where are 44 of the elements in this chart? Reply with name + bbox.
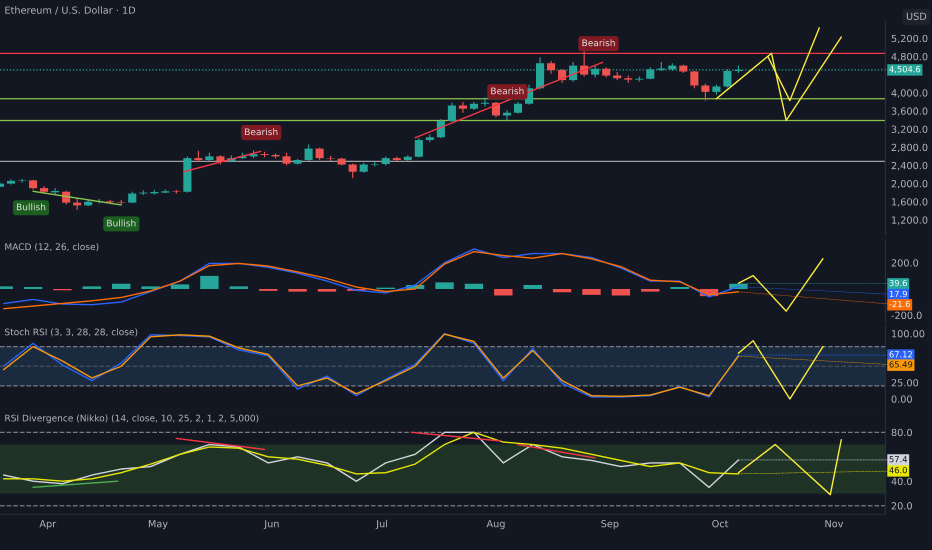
annotation: 17.9 bbox=[890, 290, 907, 298]
ref-line-label: 4,504.6 bbox=[889, 66, 920, 74]
y-tick-label: 0.00 bbox=[892, 395, 912, 403]
annotation: Bullish bbox=[16, 203, 46, 210]
annotation: -21.6 bbox=[889, 300, 910, 308]
x-tick-label: Apr bbox=[39, 520, 56, 530]
y-tick-label: 5,200.0 bbox=[892, 34, 928, 44]
y-tick-label: 20.0 bbox=[892, 502, 912, 510]
annotation: Bearish bbox=[491, 87, 524, 94]
x-tick-label: Nov bbox=[825, 520, 844, 528]
annotation: 65.49 bbox=[890, 361, 912, 368]
y-tick-label: 200.0 bbox=[892, 259, 918, 267]
x-tick-label: Jun bbox=[264, 520, 279, 530]
y-tick-label: 4,800.0 bbox=[891, 52, 928, 62]
x-tick-label: May bbox=[148, 520, 168, 530]
annotation: 67.12 bbox=[890, 351, 912, 358]
chart-title: MACD (12, 26, close) bbox=[5, 243, 98, 252]
y-tick-label: 3,600.0 bbox=[892, 107, 928, 116]
y-tick-label: 2,800.0 bbox=[892, 144, 928, 152]
y-tick-label: 1,600.0 bbox=[892, 198, 928, 207]
y-tick-label: 100.00 bbox=[892, 330, 924, 338]
x-tick-label: Aug bbox=[486, 520, 505, 530]
annotation: Bullish bbox=[107, 220, 136, 227]
chart-title: Stoch RSI (3, 3, 28, 28, close) bbox=[5, 328, 138, 336]
y-tick-label: 80.0 bbox=[892, 428, 912, 436]
y-tick-label: 2,400.0 bbox=[892, 162, 928, 170]
annotation: 57.4 bbox=[890, 456, 908, 462]
annotation: 46.0 bbox=[889, 467, 907, 474]
y-tick-label: 40.0 bbox=[891, 478, 912, 486]
y-axis-title: USD bbox=[906, 12, 926, 20]
y-tick-label: 3,200.0 bbox=[892, 126, 928, 134]
x-tick-label: Jul bbox=[376, 520, 388, 530]
chart-title: RSI Divergence (Nikko) (14, close, 10, 25, 2, 1, 2, 5,000) bbox=[5, 414, 258, 424]
y-tick-label: 25.00 bbox=[892, 379, 918, 386]
annotation: 39.6 bbox=[890, 280, 907, 286]
x-tick-label: Sep bbox=[601, 520, 618, 530]
y-tick-label: 2,000.0 bbox=[892, 180, 928, 188]
chart-title: Ethereum / U.S. Dollar · 1D bbox=[5, 6, 136, 15]
annotation: Bearish bbox=[582, 39, 615, 46]
x-tick-label: Oct bbox=[712, 520, 728, 528]
y-tick-label: 1,200.0 bbox=[892, 216, 928, 225]
annotation: Bearish bbox=[245, 128, 278, 136]
y-tick-label: 4,000.0 bbox=[891, 89, 928, 98]
y-tick-label: -200.0 bbox=[891, 312, 922, 320]
